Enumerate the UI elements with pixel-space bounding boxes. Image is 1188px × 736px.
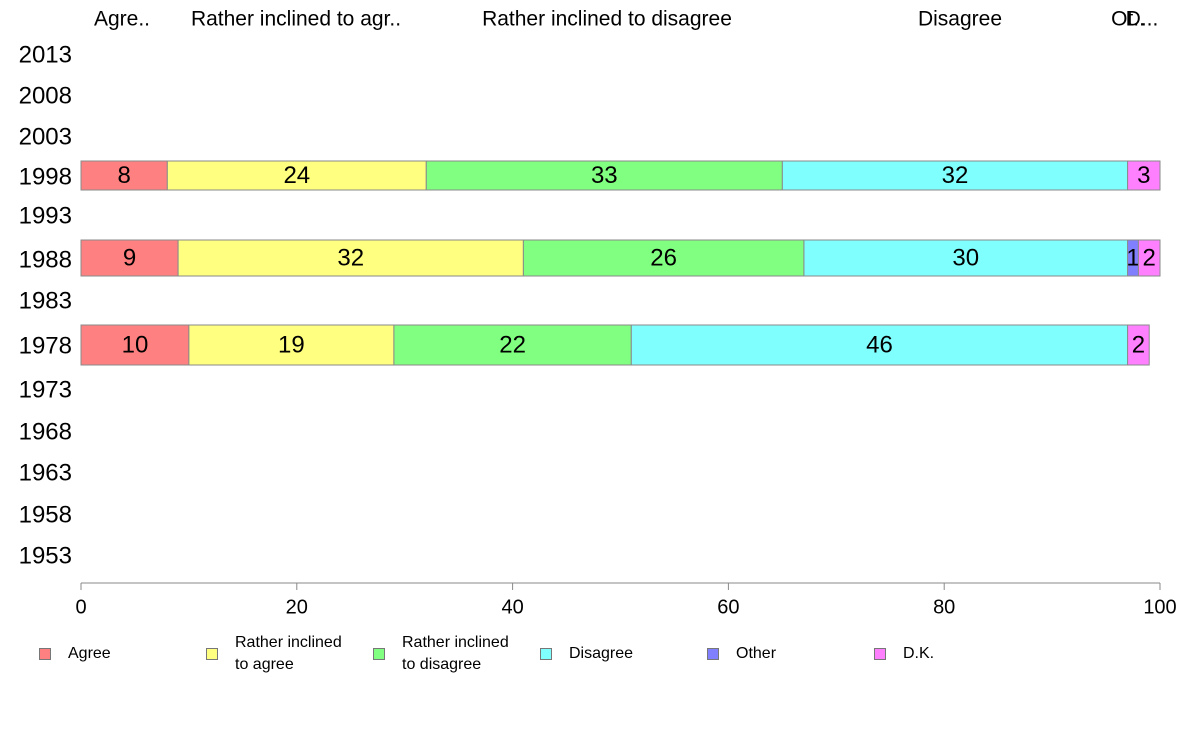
y-tick-label: 1983: [19, 287, 72, 314]
data-label: 22: [499, 331, 526, 358]
data-label: 3: [1137, 162, 1150, 189]
x-axis: 0 20 40 60 80 100: [75, 582, 1177, 618]
data-label: 19: [278, 331, 305, 358]
column-header: Rather inclined to agr..: [191, 8, 401, 31]
bar-segment: [80, 239, 179, 277]
y-tick-label: 1978: [19, 332, 72, 359]
legend-item: D.K.: [874, 643, 934, 665]
y-tick-label: 2013: [19, 41, 72, 68]
x-tick-label: 100: [1143, 596, 1176, 618]
legend-item: Other: [707, 643, 776, 665]
data-label: 10: [122, 331, 149, 358]
legend: Agree Rather inclined to agree Rather incl…: [0, 632, 1188, 692]
bar-segment: [630, 324, 1129, 366]
data-label: 33: [591, 162, 618, 189]
legend-label: Agree: [68, 645, 111, 662]
y-tick-label: 1993: [19, 202, 72, 229]
bars: 8 24 33 32 39 32 26 30 1 210 19 22 46 2: [80, 160, 1161, 366]
column-header: D...: [1126, 8, 1159, 31]
x-tick-label: 40: [501, 596, 523, 618]
column-header: Agre..: [94, 8, 150, 31]
data-label: 24: [283, 162, 310, 189]
y-tick-label: 1998: [19, 163, 72, 190]
bar-segment: [188, 324, 395, 366]
bar-segment: [177, 239, 524, 277]
legend-swatch: [540, 648, 552, 660]
column-header: Rather inclined to disagree: [482, 8, 732, 31]
y-axis-labels: 2013 2008 2003 1998 1993 1988 1983 1978 1973 1968…: [19, 41, 72, 569]
bar-segment: [1127, 160, 1161, 191]
legend-label: Other: [736, 645, 777, 662]
legend-item: Rather inclined to disagree: [373, 632, 509, 676]
y-tick-label: 1963: [19, 459, 72, 486]
legend-label: Disagree: [569, 645, 634, 662]
y-tick-label: 2008: [19, 82, 72, 109]
legend-label: Rather inclined to disagree: [402, 634, 509, 673]
data-label: 8: [117, 162, 130, 189]
x-tick-label: 20: [286, 596, 308, 618]
data-label: 32: [337, 244, 364, 271]
legend-label: Rather inclined to agree: [235, 634, 342, 673]
bar-segment: [803, 239, 1129, 277]
y-tick-label: 1968: [19, 418, 72, 445]
bar-segment: [80, 324, 190, 366]
bar-segment: [522, 239, 805, 277]
stacked-bar-chart: Agre.. Rather inclined to agr.. Rather inc…: [19, 8, 1177, 619]
legend-swatch: [206, 648, 218, 660]
x-tick-label: 0: [75, 596, 86, 618]
y-tick-label: 1973: [19, 376, 72, 403]
data-label: 46: [866, 331, 893, 358]
y-tick-label: 1953: [19, 542, 72, 569]
y-tick-label: 1988: [19, 246, 72, 273]
legend-swatch: [874, 648, 886, 660]
data-label: 26: [650, 244, 677, 271]
y-tick-label: 2003: [19, 123, 72, 150]
bar-segment: [166, 160, 427, 191]
legend-swatch: [707, 648, 719, 660]
legend-item: Rather inclined to agree: [206, 632, 342, 676]
data-label: 30: [952, 244, 979, 271]
x-tick-label: 80: [933, 596, 955, 618]
bar-segment: [393, 324, 632, 366]
column-header: Ot..: [1111, 8, 1145, 31]
legend-swatch: [373, 648, 385, 660]
legend-swatch: [39, 648, 51, 660]
column-header: Disagree: [918, 8, 1002, 31]
legend-label: D.K.: [903, 645, 935, 662]
data-label: 2: [1132, 331, 1145, 358]
x-tick-label: 60: [717, 596, 739, 618]
data-label: 2: [1143, 244, 1156, 271]
legend-item: Disagree: [540, 643, 633, 665]
column-headers: Agre.. Rather inclined to agr.. Rather inc…: [94, 8, 1158, 31]
data-label: 9: [123, 244, 136, 271]
bar-segment: [1127, 324, 1150, 366]
data-label: 32: [942, 162, 969, 189]
legend-item: Agree: [39, 643, 111, 665]
data-label: 1: [1126, 244, 1139, 271]
y-tick-label: 1958: [19, 501, 72, 528]
bar-segment: [1137, 239, 1161, 277]
